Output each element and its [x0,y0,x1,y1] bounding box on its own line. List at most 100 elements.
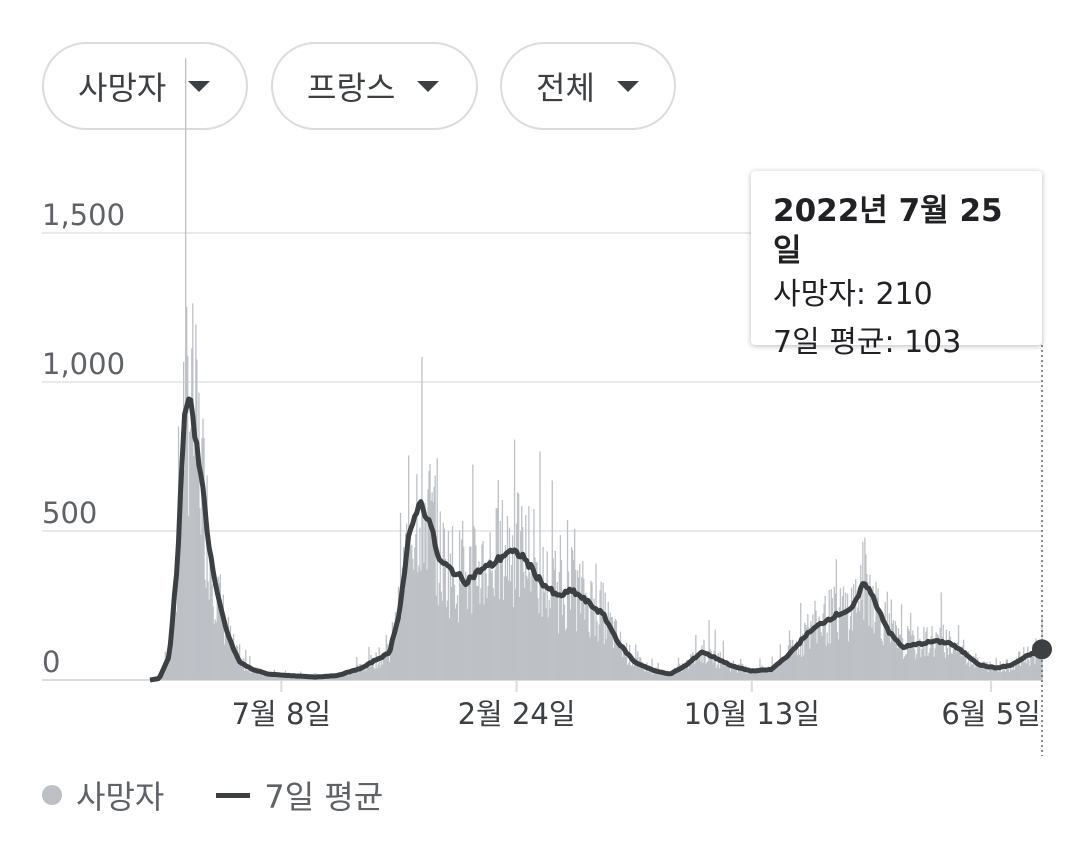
daily-bar [1009,664,1012,680]
daily-bar [436,458,438,680]
daily-bar [840,616,843,680]
daily-bar [427,489,429,680]
daily-bar [496,508,498,680]
daily-bar [561,615,564,680]
daily-bar [514,589,517,680]
daily-bar [276,676,278,680]
x-tick-label: 6월 5일 [941,697,1040,731]
daily-bar [831,598,833,680]
daily-bar [178,521,181,680]
daily-bar [435,595,437,680]
daily-bar [770,667,772,680]
daily-bar [234,647,237,680]
daily-bar [1032,644,1034,680]
region-filter-label: 프랑스 [307,69,396,107]
daily-bar [659,669,661,680]
daily-bar [550,590,552,680]
daily-bar [763,668,765,680]
daily-bar [558,572,561,680]
daily-bar [697,660,699,680]
daily-bar [908,629,910,680]
daily-bar [247,670,249,680]
daily-bar [936,633,938,680]
daily-bar [408,455,410,680]
daily-bar [927,656,929,680]
daily-bar [762,670,764,680]
daily-bar [501,500,504,680]
daily-bar [390,641,393,680]
daily-bar [165,666,167,680]
period-filter-chip[interactable]: 전체 [500,42,676,130]
daily-bar [582,561,584,680]
daily-bar [648,665,650,680]
daily-bar [827,643,829,680]
daily-bar [769,670,771,680]
daily-bar [366,666,368,680]
daily-bar [956,642,959,680]
daily-bar [708,620,710,680]
daily-bar [920,657,922,680]
daily-bar [887,633,889,680]
daily-bar [231,639,234,680]
daily-bar [338,675,341,680]
daily-bar [661,670,663,680]
daily-bar [774,668,776,680]
daily-bar [524,587,526,680]
daily-bar [715,667,717,680]
daily-bar [444,558,446,680]
daily-bar [614,618,617,680]
daily-bar [732,660,735,680]
daily-bar [354,667,356,680]
daily-bar [946,647,949,680]
daily-bar [565,628,568,680]
region-filter-chip[interactable]: 프랑스 [271,42,478,130]
daily-bar [728,665,731,680]
daily-bar [991,664,993,680]
daily-bar [737,664,740,680]
daily-bar [470,546,472,680]
daily-bar [665,675,667,680]
daily-bar [244,671,246,680]
daily-bar [381,664,383,680]
daily-bar [593,598,595,680]
daily-bar [960,656,963,680]
daily-bar [871,627,873,680]
daily-bar [339,675,342,680]
daily-bar [345,670,348,680]
daily-bar [171,633,174,680]
daily-bar [899,634,902,680]
daily-bar [388,661,390,680]
daily-bar [202,418,204,680]
daily-bar [545,608,547,680]
daily-bar [948,631,951,680]
daily-bar [1021,660,1023,680]
daily-bar [167,652,170,680]
daily-bar [530,591,532,680]
daily-bar [476,586,478,680]
daily-bar [819,625,821,680]
daily-bar [364,667,366,680]
daily-bar [562,591,565,680]
metric-filter-chip[interactable]: 사망자 [42,42,248,130]
daily-bar [200,534,202,680]
daily-bar [577,570,579,680]
daily-bar [805,624,807,680]
daily-bar [567,571,570,680]
daily-bar [193,455,195,680]
daily-bar [721,660,723,680]
daily-bar [1010,669,1013,680]
daily-bar [784,659,787,680]
daily-bar [488,558,490,680]
daily-bar [795,640,798,680]
y-tick-label: 1,000 [42,347,125,381]
daily-bar [915,658,917,680]
daily-bar [1013,669,1016,680]
daily-bar [598,624,600,680]
daily-bar [836,631,839,680]
daily-bar [1023,647,1025,680]
daily-bar [905,653,908,680]
daily-bar [985,668,987,680]
daily-bar [347,675,350,680]
chart-tooltip: 2022년 7월 25일 사망자: 210 7일 평균: 103 [751,171,1042,360]
